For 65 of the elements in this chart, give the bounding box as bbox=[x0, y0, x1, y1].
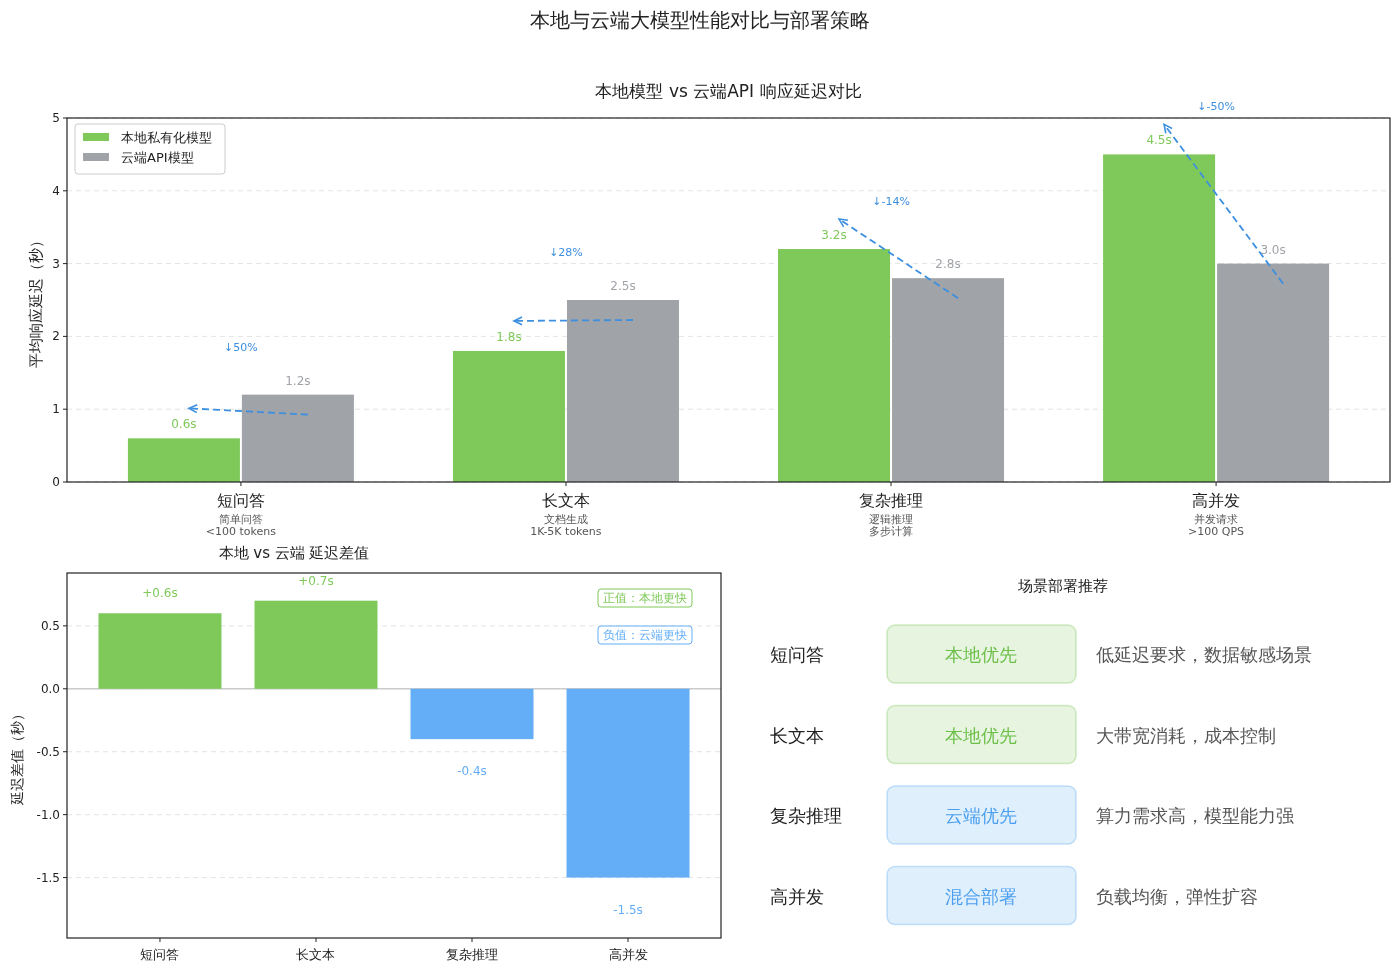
text: ↓-50% bbox=[1197, 99, 1235, 113]
data-label: 2.8s bbox=[935, 257, 961, 272]
text: 大带宽消耗，成本控制 bbox=[1096, 724, 1276, 745]
y-tick-label: 1 bbox=[52, 402, 60, 417]
x-tick-label: 复杂推理 bbox=[446, 946, 499, 962]
text: <100 tokens bbox=[205, 524, 277, 538]
data-label: 4.5s bbox=[1146, 133, 1172, 148]
text: 并发请求 bbox=[1194, 512, 1239, 526]
text: 本地优先 bbox=[945, 643, 1017, 665]
chart-title: 本地 vs 云端 延迟差值 bbox=[218, 544, 370, 562]
y-tick-label: 0.0 bbox=[40, 681, 60, 696]
text: >100 QPS bbox=[1188, 524, 1245, 538]
y-tick-label: 0.5 bbox=[40, 618, 60, 633]
text: 场景部署推荐 bbox=[1017, 577, 1108, 595]
x-tick-label: 长文本 bbox=[541, 490, 590, 510]
category-label: 长文本 bbox=[770, 724, 824, 745]
x-tick-label: 高并发 bbox=[1192, 490, 1241, 510]
data-label: 1.8s bbox=[496, 329, 522, 344]
text: 负载均衡，弹性扩容 bbox=[1096, 885, 1258, 906]
chart-title: 本地与云端大模型性能对比与部署策略 bbox=[530, 8, 870, 32]
text: 简单问答 bbox=[218, 512, 263, 526]
legend-label: 云端API模型 bbox=[121, 149, 194, 165]
category-label: 复杂推理 bbox=[770, 804, 842, 826]
x-tick-label: 短问答 bbox=[216, 490, 265, 510]
y-tick-label: -1.5 bbox=[36, 870, 60, 885]
y-tick-label: 3 bbox=[52, 256, 60, 271]
data-label: 0.6s bbox=[171, 417, 197, 432]
data-label: 3.2s bbox=[821, 228, 847, 243]
legend-label: 本地私有化模型 bbox=[121, 129, 212, 145]
text: 混合部署 bbox=[945, 885, 1017, 906]
chart-subtitle: 本地模型 vs 云端API 响应延迟对比 bbox=[595, 81, 862, 101]
data-label: +0.6s bbox=[142, 586, 178, 601]
text: 1K-5K tokens bbox=[530, 524, 602, 538]
category-label: 高并发 bbox=[770, 885, 824, 906]
y-axis-title: 平均响应延迟（秒） bbox=[27, 232, 45, 368]
y-tick-label: -1.0 bbox=[36, 807, 60, 822]
annotation: ↓50% bbox=[224, 340, 258, 354]
x-tick-label: 长文本 bbox=[296, 946, 336, 962]
data-label: 1.2s bbox=[285, 373, 311, 388]
y-tick-label: 4 bbox=[52, 183, 60, 198]
text: 云端优先 bbox=[945, 804, 1017, 826]
text: 文档生成 bbox=[543, 512, 588, 526]
data-label: -1.5s bbox=[613, 902, 643, 917]
y-tick-label: 5 bbox=[52, 111, 60, 125]
y-tick-label: 2 bbox=[52, 329, 60, 344]
text: 低延迟要求，数据敏感场景 bbox=[1096, 643, 1312, 665]
text: 算力需求高，模型能力强 bbox=[1096, 804, 1294, 826]
annotation: 正值：本地更快 bbox=[603, 591, 687, 605]
x-tick-label: 短问答 bbox=[140, 946, 180, 962]
text: 多步计算 bbox=[869, 524, 914, 538]
y-tick-label: -0.5 bbox=[36, 744, 60, 759]
x-tick-label: 高并发 bbox=[608, 946, 648, 962]
data-label: +0.7s bbox=[298, 573, 334, 588]
text: 本地优先 bbox=[945, 724, 1017, 745]
data-label: 3.0s bbox=[1260, 242, 1286, 257]
y-tick-label: 0 bbox=[52, 475, 60, 489]
y-axis-title: 延迟差值（秒） bbox=[9, 706, 25, 806]
x-tick-label: 复杂推理 bbox=[859, 490, 924, 510]
annotation: ↓28% bbox=[549, 245, 583, 259]
data-label: 2.5s bbox=[610, 279, 636, 293]
annotation: 负值：云端更快 bbox=[603, 628, 687, 642]
text: 逻辑推理 bbox=[869, 512, 914, 526]
data-label: -0.4s bbox=[457, 764, 487, 779]
annotation: ↓-14% bbox=[872, 194, 910, 208]
category-label: 短问答 bbox=[770, 643, 824, 665]
